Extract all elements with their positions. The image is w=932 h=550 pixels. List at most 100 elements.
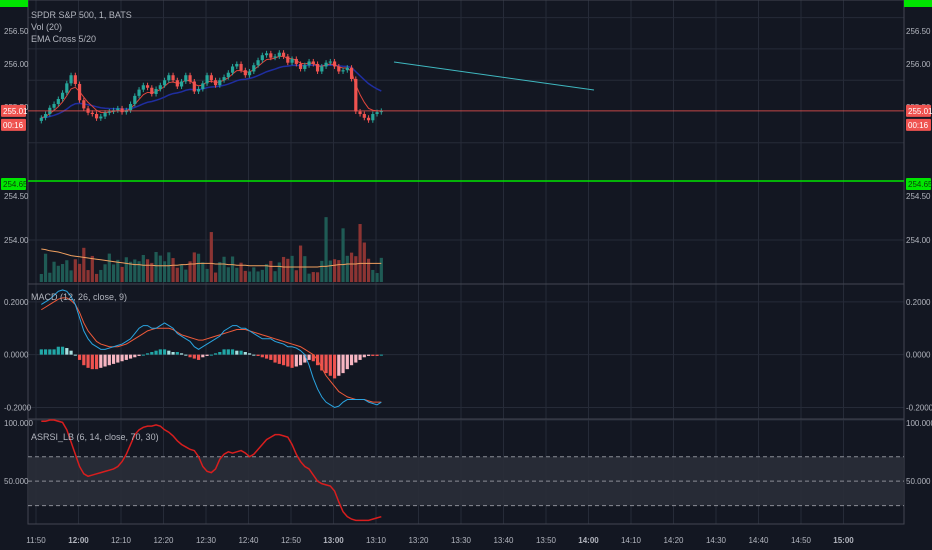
volume-bar bbox=[324, 217, 328, 282]
candle-body bbox=[56, 99, 60, 105]
candle-body bbox=[379, 110, 383, 113]
candle-body bbox=[90, 112, 94, 115]
volume-bar bbox=[247, 271, 252, 282]
volume-bar bbox=[230, 256, 235, 282]
volume-bar bbox=[366, 258, 371, 282]
macd-hist-bar bbox=[60, 346, 65, 355]
macd-hist-bar bbox=[107, 354, 111, 366]
candle-body bbox=[252, 65, 256, 72]
volume-bar bbox=[133, 259, 137, 282]
macd-tick-label-left: 0.0000 bbox=[4, 351, 29, 360]
volume-bar bbox=[52, 261, 56, 282]
volume-bar bbox=[184, 269, 188, 282]
candle-body bbox=[145, 85, 150, 88]
candle-body bbox=[167, 75, 171, 81]
candle-body bbox=[311, 61, 315, 64]
macd-hist-bar bbox=[269, 354, 273, 360]
macd-hist-bar bbox=[167, 350, 171, 355]
candle-body bbox=[184, 75, 188, 82]
candle-body bbox=[137, 89, 141, 96]
macd-legend-text: MACD (12, 26, close, 9) bbox=[31, 292, 128, 302]
volume-bar bbox=[379, 257, 383, 282]
macd-hist-bar bbox=[349, 354, 354, 366]
price-tick-label-left: 254.00 bbox=[4, 236, 29, 245]
macd-hist-bar bbox=[162, 349, 167, 355]
macd-hist-bar bbox=[94, 354, 99, 370]
candle-body bbox=[243, 70, 247, 76]
macd-hist-bar bbox=[188, 354, 192, 358]
macd-hist-bar bbox=[137, 354, 141, 356]
countdown-tag-right: 00:16 bbox=[906, 118, 931, 131]
volume-bar bbox=[56, 265, 60, 282]
volume-bar bbox=[362, 242, 366, 282]
candle-body bbox=[281, 52, 286, 57]
green-level-tag-left: 254.65 bbox=[1, 178, 28, 190]
candle-body bbox=[320, 66, 324, 72]
volume-bar bbox=[222, 256, 226, 282]
volume-bar bbox=[90, 255, 94, 282]
volume-bar bbox=[213, 272, 218, 282]
volume-bar bbox=[371, 269, 375, 282]
time-tick-label: 13:50 bbox=[536, 536, 557, 545]
macd-hist-bar bbox=[69, 350, 73, 355]
volume-bar bbox=[82, 247, 86, 282]
last-price-tag-right: 255.01 bbox=[906, 104, 932, 117]
candle-body bbox=[60, 92, 65, 99]
macd-hist-bar bbox=[73, 354, 77, 356]
countdown-tag-right-bg bbox=[906, 118, 931, 131]
candle-body bbox=[213, 80, 218, 86]
volume-bar bbox=[73, 259, 77, 282]
volume-bar bbox=[120, 266, 124, 282]
volume-ma-line bbox=[41, 248, 382, 268]
candle-body bbox=[179, 81, 184, 87]
candle-body bbox=[349, 67, 354, 79]
macd-hist-bar bbox=[379, 354, 383, 356]
macd-hist-bar bbox=[103, 354, 107, 367]
countdown-tag-left: 00:16 bbox=[1, 118, 26, 131]
last-price-tag-left-text: 255.01 bbox=[3, 107, 28, 116]
macd-hist-bar bbox=[192, 354, 196, 359]
candle-body bbox=[303, 65, 307, 69]
macd-hist-bar bbox=[324, 354, 328, 374]
volume-bar bbox=[252, 267, 256, 282]
price-tick-label-right: 256.00 bbox=[906, 60, 931, 69]
macd-hist-bar bbox=[252, 354, 256, 356]
volume-bar bbox=[201, 262, 205, 282]
time-tick-label: 12:40 bbox=[238, 536, 259, 545]
last-price-tag-right-text: 255.01 bbox=[908, 107, 932, 116]
macd-tick-label-left: -0.2000 bbox=[4, 403, 32, 412]
time-tick-label: 15:00 bbox=[833, 536, 854, 545]
time-tick-label: 12:20 bbox=[153, 536, 174, 545]
macd-hist-bar bbox=[260, 354, 264, 358]
volume-bar bbox=[86, 270, 90, 282]
volume-bar bbox=[337, 260, 341, 282]
candle-body bbox=[362, 114, 366, 118]
volume-bar bbox=[354, 256, 358, 282]
volume-bar bbox=[281, 256, 286, 282]
macd-hist-bar bbox=[366, 354, 371, 356]
macd-hist-bar bbox=[341, 354, 345, 374]
price-tick-label-right: 254.50 bbox=[906, 192, 931, 201]
grid-lines bbox=[28, 0, 904, 524]
volume-bar bbox=[77, 263, 82, 282]
candle-body bbox=[52, 104, 56, 108]
macd-hist-bar bbox=[281, 354, 286, 366]
volume-bar bbox=[332, 259, 337, 282]
macd-hist-bar bbox=[48, 349, 52, 355]
macd-line bbox=[41, 289, 382, 408]
candle-body bbox=[154, 88, 158, 94]
candles bbox=[39, 50, 383, 124]
volume-bar bbox=[145, 259, 150, 282]
price-legend: SPDR S&P 500, 1, BATS Vol (20) EMA Cross… bbox=[31, 9, 132, 45]
candle-body bbox=[235, 63, 239, 67]
volume-bar bbox=[107, 253, 111, 282]
time-tick-label: 14:00 bbox=[578, 536, 599, 545]
candle-body bbox=[371, 114, 375, 121]
right-corner-marker bbox=[904, 0, 932, 7]
volume-bar bbox=[69, 270, 73, 282]
macd-hist-bar bbox=[171, 352, 175, 355]
volume-bar bbox=[218, 261, 222, 282]
volume-bar bbox=[43, 253, 48, 282]
volume-bar bbox=[103, 264, 107, 282]
